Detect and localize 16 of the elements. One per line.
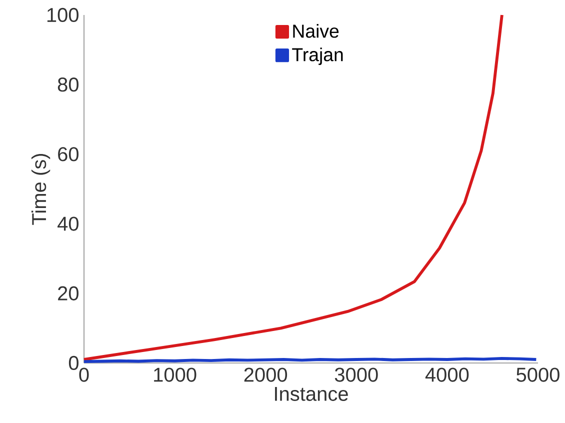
- y-tick-label: 100: [47, 8, 78, 22]
- y-tick-label: 20: [58, 286, 78, 300]
- x-tick-label: 5000: [516, 368, 560, 382]
- x-tick-label: 0: [79, 368, 89, 382]
- x-tick-label: 1000: [154, 368, 196, 382]
- x-tick-label: 4000: [425, 368, 469, 382]
- x-tick-label: 2000: [244, 368, 288, 382]
- legend-label: Naive: [293, 24, 339, 38]
- y-tick-label: 60: [58, 147, 78, 162]
- y-tick-label: 80: [58, 78, 78, 92]
- legend-label: Trajan: [292, 48, 343, 65]
- y-tick-label: 40: [58, 216, 78, 231]
- x-axis-title: Instance: [275, 387, 348, 401]
- y-axis-title: Time (s): [31, 154, 50, 225]
- x-tick-label: 3000: [334, 368, 378, 382]
- y-tick-label: 0: [68, 356, 78, 370]
